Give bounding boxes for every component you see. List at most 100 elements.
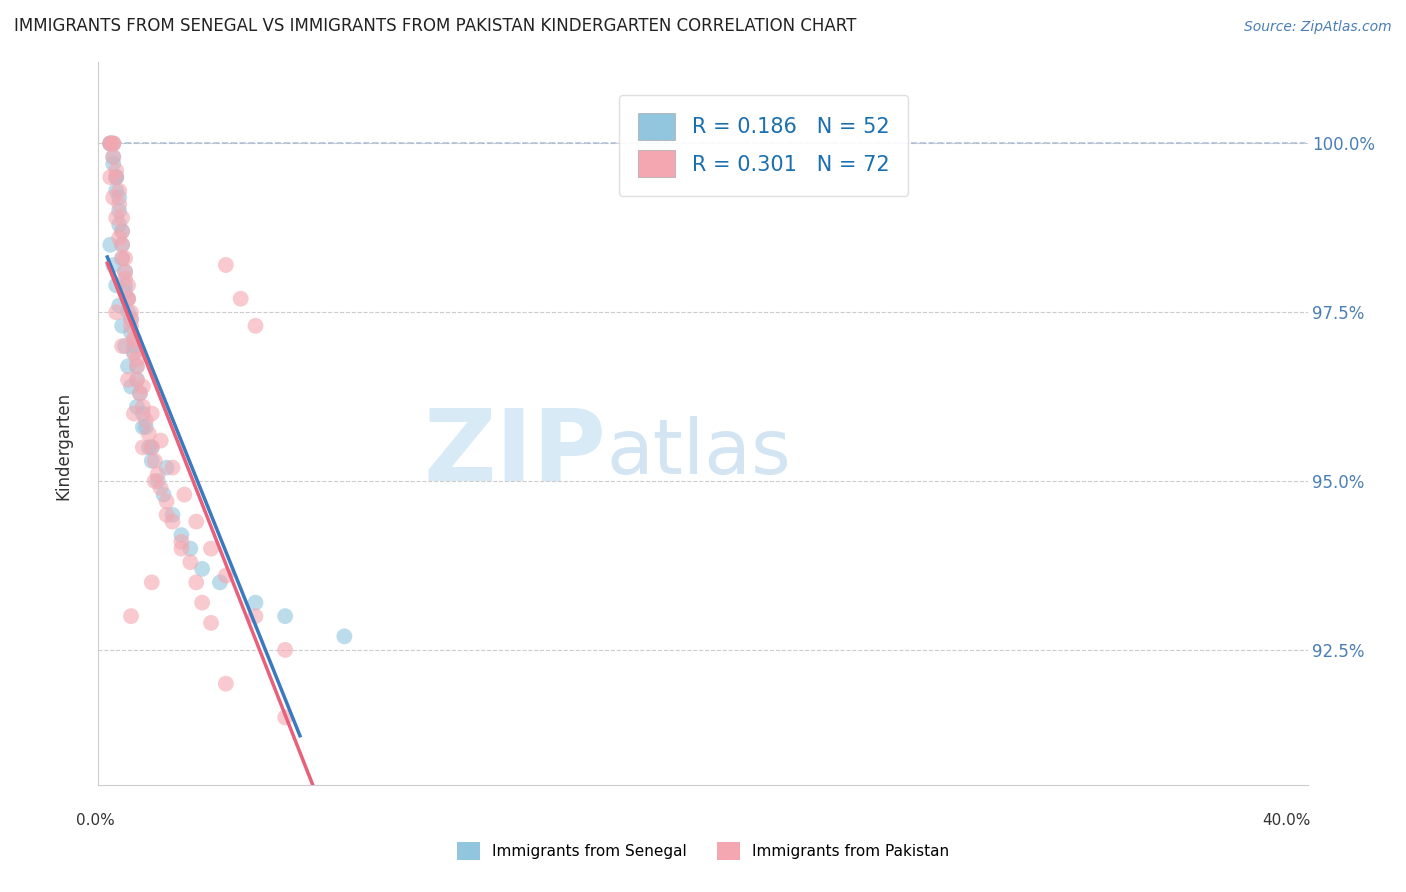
Point: [125, 359, 148, 374]
Point: [170, 528, 193, 542]
Point: [120, 305, 142, 319]
Point: [98, 136, 121, 151]
Point: [149, 481, 172, 495]
Point: [105, 163, 128, 178]
Point: [162, 460, 184, 475]
Point: [141, 454, 163, 468]
Point: [108, 184, 131, 198]
Point: [143, 474, 166, 488]
Point: [117, 292, 139, 306]
Point: [103, 157, 125, 171]
Point: [132, 379, 155, 393]
Point: [117, 278, 139, 293]
Point: [108, 204, 131, 219]
Point: [132, 420, 155, 434]
Point: [105, 211, 128, 225]
Point: [117, 292, 139, 306]
Point: [98, 136, 121, 151]
Point: [162, 508, 184, 522]
Point: [155, 460, 177, 475]
Point: [111, 211, 134, 225]
Point: [208, 575, 231, 590]
Point: [215, 258, 238, 272]
Point: [179, 541, 201, 556]
Point: [245, 318, 267, 333]
Text: Kindergarten: Kindergarten: [55, 392, 72, 500]
Point: [135, 413, 157, 427]
Point: [125, 359, 148, 374]
Point: [103, 136, 125, 151]
Point: [141, 575, 163, 590]
Point: [162, 515, 184, 529]
Point: [141, 440, 163, 454]
Point: [215, 568, 238, 582]
Point: [200, 615, 222, 630]
Point: [122, 346, 145, 360]
Point: [122, 332, 145, 346]
Text: 40.0%: 40.0%: [1263, 814, 1310, 828]
Point: [111, 224, 134, 238]
Point: [122, 407, 145, 421]
Point: [114, 252, 136, 266]
Point: [170, 541, 193, 556]
Point: [114, 265, 136, 279]
Point: [114, 285, 136, 299]
Point: [111, 252, 134, 266]
Point: [105, 184, 128, 198]
Point: [274, 710, 297, 724]
Point: [173, 487, 195, 501]
Point: [186, 575, 208, 590]
Point: [114, 265, 136, 279]
Point: [215, 676, 238, 690]
Point: [125, 373, 148, 387]
Point: [98, 136, 121, 151]
Point: [98, 170, 121, 185]
Point: [186, 515, 208, 529]
Point: [120, 318, 142, 333]
Point: [108, 197, 131, 211]
Point: [98, 136, 121, 151]
Point: [229, 292, 252, 306]
Point: [333, 629, 356, 643]
Point: [120, 312, 142, 326]
Point: [103, 150, 125, 164]
Point: [132, 400, 155, 414]
Point: [245, 609, 267, 624]
Point: [103, 258, 125, 272]
Point: [132, 407, 155, 421]
Point: [141, 440, 163, 454]
Point: [111, 339, 134, 353]
Point: [117, 292, 139, 306]
Point: [170, 534, 193, 549]
Text: 0.0%: 0.0%: [76, 814, 115, 828]
Point: [149, 434, 172, 448]
Text: Source: ZipAtlas.com: Source: ZipAtlas.com: [1244, 21, 1392, 34]
Point: [120, 379, 142, 393]
Point: [138, 426, 160, 441]
Point: [120, 609, 142, 624]
Point: [105, 170, 128, 185]
Point: [105, 170, 128, 185]
Point: [114, 339, 136, 353]
Point: [103, 150, 125, 164]
Legend: R = 0.186   N = 52, R = 0.301   N = 72: R = 0.186 N = 52, R = 0.301 N = 72: [619, 95, 908, 196]
Point: [135, 420, 157, 434]
Point: [120, 326, 142, 340]
Point: [125, 400, 148, 414]
Point: [200, 541, 222, 556]
Point: [245, 596, 267, 610]
Point: [108, 218, 131, 232]
Point: [108, 299, 131, 313]
Point: [103, 136, 125, 151]
Point: [111, 224, 134, 238]
Point: [117, 359, 139, 374]
Point: [155, 508, 177, 522]
Point: [114, 278, 136, 293]
Point: [122, 346, 145, 360]
Point: [122, 339, 145, 353]
Point: [103, 190, 125, 204]
Point: [146, 474, 169, 488]
Point: [111, 237, 134, 252]
Text: atlas: atlas: [606, 416, 792, 490]
Point: [114, 271, 136, 285]
